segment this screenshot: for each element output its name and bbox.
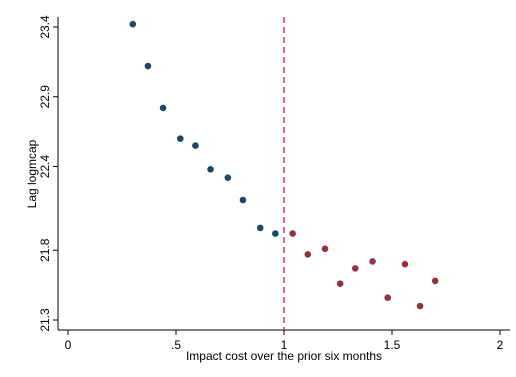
data-point-series-2 [304,251,312,258]
data-point-series-1 [144,62,152,70]
x-tick-label: .5 [171,338,181,352]
y-tick-label: 23.4 [38,15,52,39]
data-point-series-2 [369,258,376,265]
data-point-series-1 [159,104,167,112]
x-tick-label: 2 [497,338,504,352]
data-point-series-2 [384,294,391,301]
x-tick-label: 1 [281,338,288,352]
data-point-series-1 [192,142,199,149]
y-tick-label: 21.8 [38,238,52,262]
x-tick-label: 0 [65,338,72,352]
data-point-series-2 [336,280,344,288]
x-tick-label: 1.5 [384,338,401,352]
data-point-series-1 [177,135,184,142]
data-point-series-2 [416,302,424,310]
y-tick-label: 22.9 [38,85,52,109]
data-points [129,20,439,310]
data-point-series-2 [431,277,439,285]
data-point-series-1 [256,224,264,232]
data-point-series-2 [351,265,359,272]
data-point-series-1 [129,20,137,28]
data-point-series-1 [272,230,279,237]
data-point-series-1 [239,196,247,204]
y-axis-title: Lag logmcap [25,139,39,208]
x-axis-title: Impact cost over the prior six months [186,349,382,363]
y-tick-label: 21.3 [38,308,52,332]
data-point-series-2 [321,245,329,253]
x-axis-ticks: 0 .5 1 1.5 2 [65,330,504,352]
data-point-series-2 [401,260,409,268]
data-point-series-1 [224,174,232,181]
data-point-series-2 [289,230,296,237]
y-axis-ticks: 21.3 21.8 22.4 22.9 23.4 [38,15,58,332]
data-point-series-1 [207,166,214,173]
y-tick-label: 22.4 [38,155,52,179]
